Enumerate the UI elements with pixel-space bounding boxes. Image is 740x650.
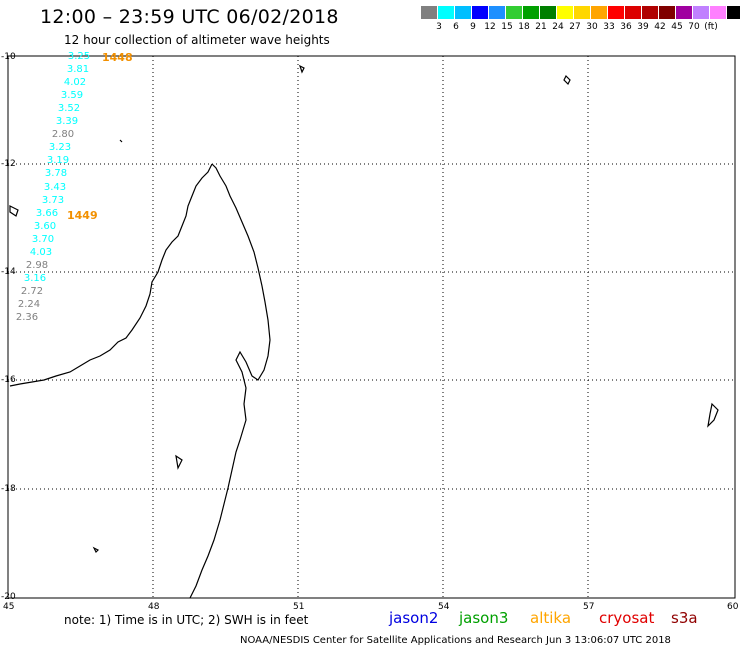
pass-label-1448: 1448 <box>102 51 133 64</box>
satellite-jason2: jason2 <box>389 609 439 627</box>
wave-height-value: 3.81 <box>66 64 90 76</box>
lon-label: 48 <box>148 602 160 612</box>
wave-height-value: 3.16 <box>23 272 47 284</box>
lon-label: 45 <box>3 602 15 612</box>
footnote: note: 1) Time is in UTC; 2) SWH is in fe… <box>64 613 309 627</box>
scale-label: 42 <box>654 22 666 32</box>
satellite-jason3: jason3 <box>459 609 509 627</box>
wave-height-value: 3.66 <box>35 207 59 219</box>
scale-label: 3 <box>436 22 442 32</box>
map-frame <box>7 55 736 599</box>
satellite-s3a: s3a <box>671 609 698 627</box>
coastline <box>9 64 719 599</box>
scale-swatch <box>591 6 608 19</box>
scale-swatch <box>421 6 438 19</box>
scale-label: 39 <box>637 22 649 32</box>
scale-label: 15 <box>501 22 513 32</box>
scale-swatch <box>642 6 659 19</box>
satellite-cryosat: cryosat <box>599 609 655 627</box>
lat-label: -14 <box>1 267 16 277</box>
lat-label: -12 <box>1 159 16 169</box>
wave-height-value: 4.02 <box>63 77 87 89</box>
wave-height-value: 3.60 <box>33 220 57 232</box>
wave-height-value: 3.52 <box>57 103 81 115</box>
lat-label: -10 <box>1 52 16 62</box>
scale-label: 6 <box>453 22 459 32</box>
scale-swatch <box>608 6 625 19</box>
scale-swatch <box>574 6 591 19</box>
madagascar-coast <box>189 163 271 599</box>
scale-swatch <box>472 6 489 19</box>
scale-label: 70 <box>688 22 700 32</box>
scale-swatch <box>523 6 540 19</box>
lon-label: 57 <box>583 602 595 612</box>
island <box>119 139 123 143</box>
wave-height-value: 3.70 <box>31 233 55 245</box>
wave-height-value: 2.80 <box>51 129 75 141</box>
credit-line: NOAA/NESDIS Center for Satellite Applica… <box>240 635 671 646</box>
scale-label: 21 <box>535 22 547 32</box>
scale-label: (ft) <box>704 22 718 32</box>
scale-swatch <box>676 6 693 19</box>
island <box>9 205 19 217</box>
scale-label: 30 <box>586 22 598 32</box>
scale-label: 36 <box>620 22 632 32</box>
lon-label: 51 <box>293 602 305 612</box>
scale-swatch <box>540 6 557 19</box>
scale-swatch <box>489 6 506 19</box>
lon-label: 54 <box>438 602 450 612</box>
scale-swatch <box>710 6 727 19</box>
scale-swatch <box>455 6 472 19</box>
island <box>175 454 183 470</box>
wave-height-value: 3.78 <box>44 168 68 180</box>
scale-swatch <box>506 6 523 19</box>
lat-label: -16 <box>1 375 16 385</box>
wave-height-value: 2.36 <box>15 312 39 323</box>
island <box>298 64 305 74</box>
island <box>563 74 571 86</box>
scale-label: 9 <box>470 22 476 32</box>
wave-height-value: 4.03 <box>29 246 53 258</box>
wave-height-value: 3.73 <box>41 194 65 206</box>
wave-height-value: 2.24 <box>17 298 41 310</box>
scale-swatch <box>438 6 455 19</box>
lat-label: -20 <box>1 592 16 602</box>
wave-height-value: 3.23 <box>48 142 72 154</box>
island <box>707 402 719 428</box>
scale-swatch <box>659 6 676 19</box>
island <box>92 546 100 554</box>
scale-label: 45 <box>671 22 683 32</box>
wave-height-value: 3.19 <box>46 155 70 167</box>
scale-swatch <box>625 6 642 19</box>
graticule <box>8 56 735 598</box>
scale-label: 12 <box>484 22 496 32</box>
wave-height-value: 3.59 <box>60 90 84 102</box>
satellite-altika: altika <box>530 609 572 627</box>
wave-height-value: 3.39 <box>55 116 79 128</box>
scale-label: 33 <box>603 22 615 32</box>
scale-label: 27 <box>569 22 581 32</box>
wave-height-value: 3.43 <box>43 181 67 193</box>
scale-swatch <box>727 6 740 19</box>
lon-label: 60 <box>727 602 739 612</box>
scale-swatch <box>693 6 710 19</box>
wave-height-value: 3.25 <box>67 51 91 62</box>
madagascar-west-coast <box>9 163 213 387</box>
scale-swatch <box>557 6 574 19</box>
color-scale-bar <box>421 6 740 20</box>
wave-height-value: 2.72 <box>20 285 44 297</box>
scale-label: 18 <box>518 22 530 32</box>
wave-height-value: 2.98 <box>25 259 49 271</box>
scale-label: 24 <box>552 22 564 32</box>
map-subtitle: 12 hour collection of altimeter wave hei… <box>64 33 330 47</box>
pass-label-1449: 1449 <box>67 209 98 222</box>
map-title: 12:00 – 23:59 UTC 06/02/2018 <box>40 6 339 28</box>
lat-label: -18 <box>1 484 16 494</box>
